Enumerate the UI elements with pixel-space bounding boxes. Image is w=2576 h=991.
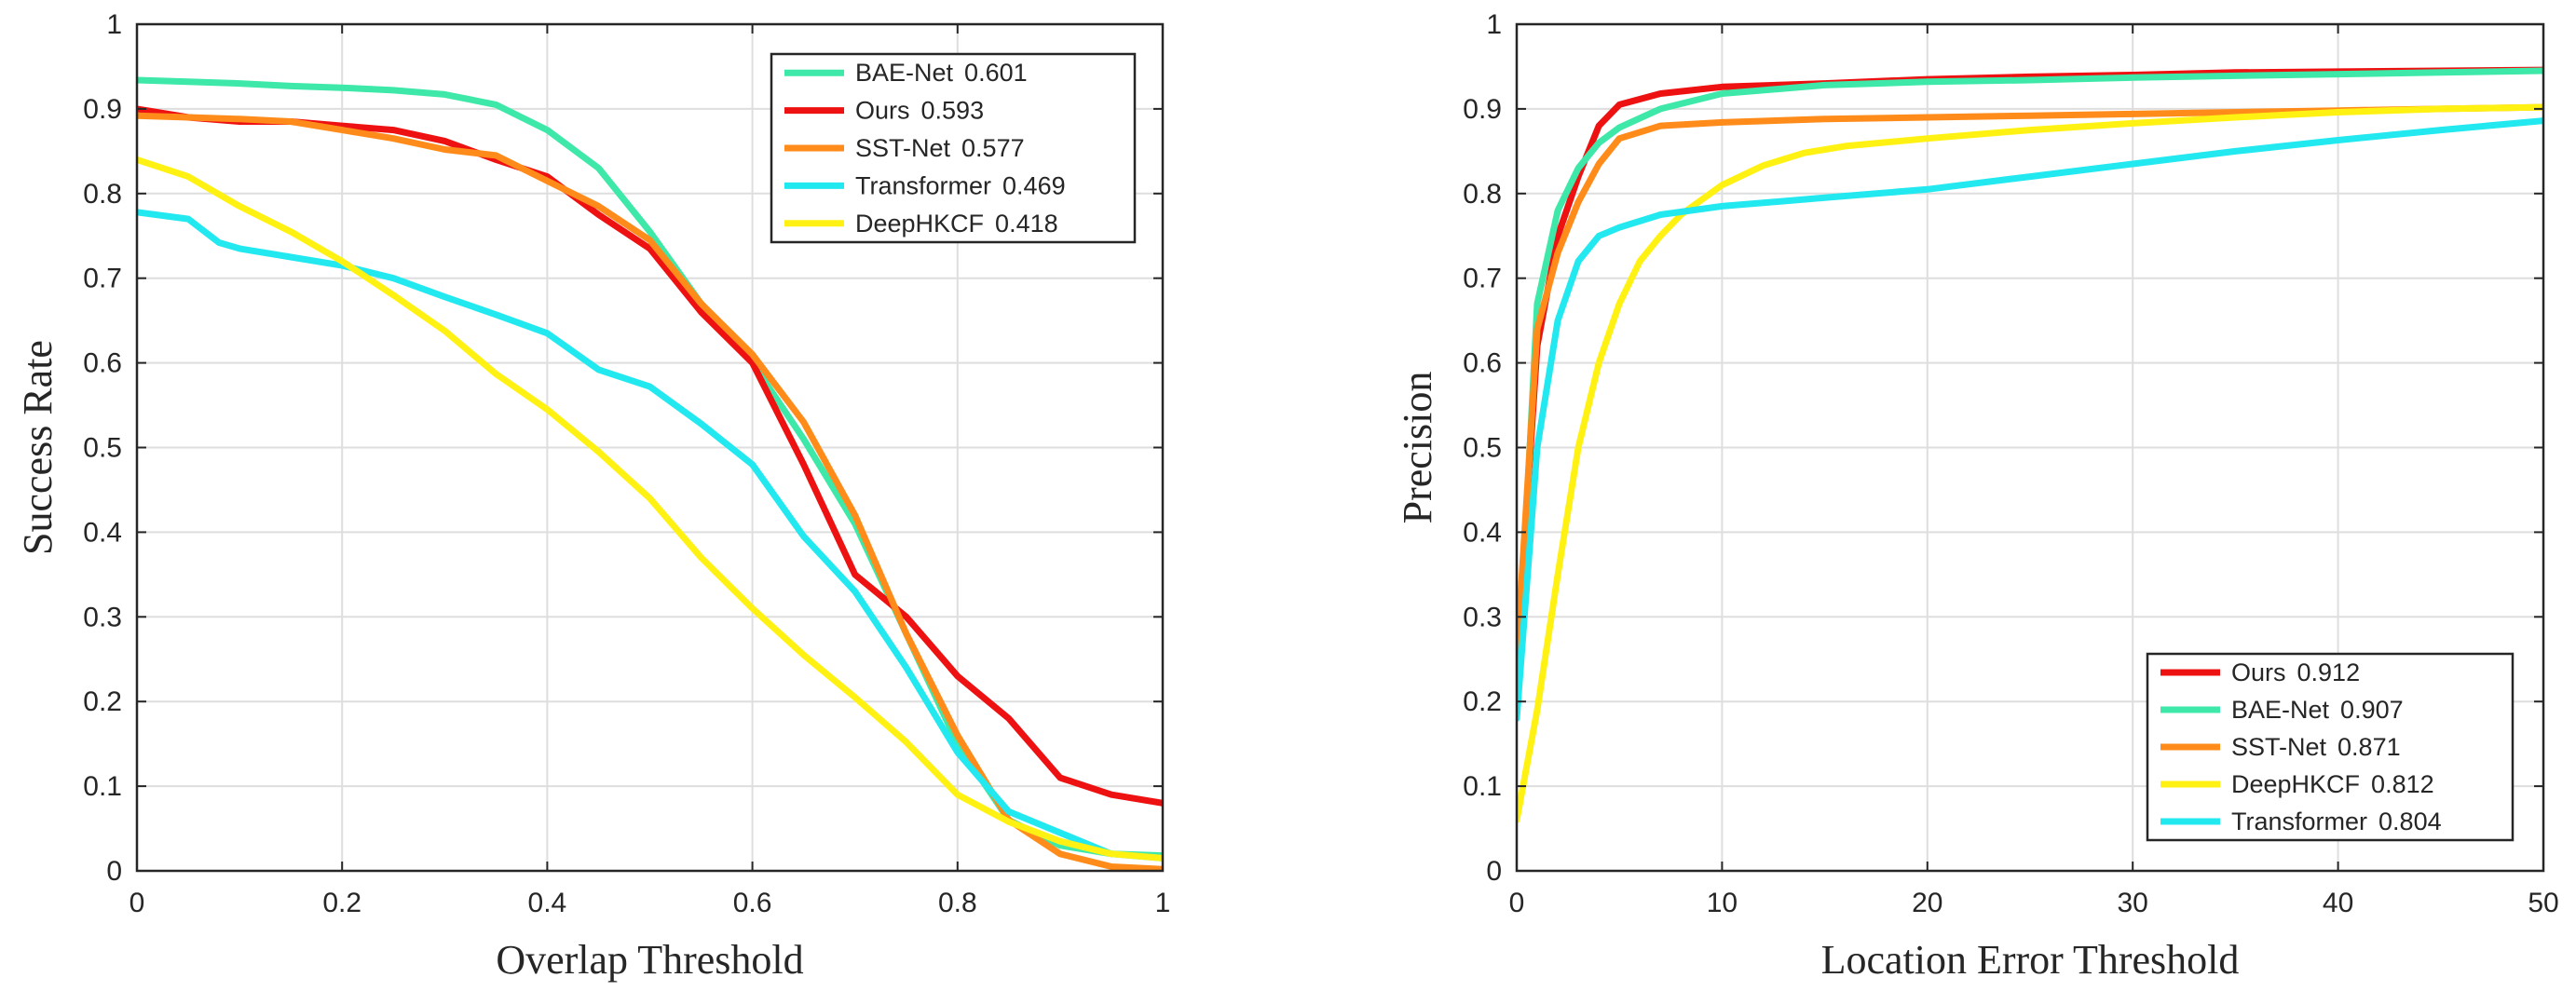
- series-line-sst-net: [1517, 103, 2543, 663]
- legend-score: 0.812: [2371, 770, 2434, 798]
- legend-score: 0.907: [2340, 696, 2404, 724]
- legend: BAE-Net 0.601 Ours 0.593 SST-Net 0.577 Transfo…: [770, 52, 1137, 244]
- x-tick-label: 0.8: [938, 888, 977, 918]
- x-tick-label: 30: [2118, 888, 2148, 918]
- legend-score: 0.469: [1002, 171, 1066, 199]
- legend: Ours 0.912 BAE-Net 0.907 SST-Net 0.871 DeepHKC…: [2146, 652, 2515, 842]
- y-tick-label: 0.2: [1463, 686, 1502, 717]
- y-tick-label: 0.7: [83, 264, 122, 294]
- y-tick-label: 0: [106, 856, 122, 887]
- y-tick-label: 0.8: [1463, 179, 1502, 210]
- x-tick-label: 40: [2323, 888, 2353, 918]
- legend-label: SST-Net: [2231, 733, 2327, 761]
- legend-score: 0.577: [961, 134, 1025, 162]
- legend-label: Ours: [2231, 658, 2286, 686]
- y-axis-label: Precision: [1395, 372, 1440, 524]
- x-axis-label: Location Error Threshold: [1821, 937, 2240, 983]
- y-tick-label: 0.5: [83, 433, 122, 464]
- legend-label: SST-Net: [855, 134, 951, 162]
- y-tick-label: 1: [106, 9, 122, 40]
- legend-score: 0.912: [2297, 658, 2361, 686]
- chart-2: 0 10 20 30 40 5000.10.20.30.40.50.60.70.80.91…: [1395, 9, 2559, 983]
- legend-label: DeepHKCF: [2231, 770, 2360, 798]
- legend-label: DeepHKCF: [855, 210, 984, 238]
- y-tick-label: 0.9: [1463, 94, 1502, 125]
- y-tick-label: 0: [1486, 856, 1502, 887]
- x-tick-label: 50: [2528, 888, 2558, 918]
- y-tick-label: 0.8: [83, 179, 122, 210]
- y-tick-label: 0.7: [1463, 264, 1502, 294]
- x-tick-label: 0.4: [528, 888, 567, 918]
- legend-score: 0.871: [2337, 733, 2401, 761]
- x-tick-label: 0.2: [322, 888, 361, 918]
- series-line-ours: [1517, 66, 2543, 663]
- x-axis-label: Overlap Threshold: [496, 937, 803, 983]
- y-tick-label: 0.9: [83, 94, 122, 125]
- x-tick-label: 0.6: [733, 888, 772, 918]
- legend-score: 0.418: [995, 210, 1058, 238]
- legend-score: 0.804: [2378, 808, 2442, 835]
- legend-label: BAE-Net: [855, 59, 954, 87]
- series-line-transformer: [1517, 117, 2543, 722]
- y-tick-label: 0.2: [83, 686, 122, 717]
- y-tick-label: 0.6: [83, 348, 122, 379]
- x-tick-label: 0: [1509, 888, 1525, 918]
- legend-score: 0.601: [964, 59, 1028, 87]
- legend-label: BAE-Net: [2231, 696, 2330, 724]
- x-tick-label: 1: [1155, 888, 1171, 918]
- x-tick-label: 20: [1912, 888, 1942, 918]
- x-tick-label: 10: [1707, 888, 1738, 918]
- series-line-transformer: [137, 209, 1163, 862]
- legend-label: Ours: [855, 97, 910, 125]
- legend-label: Transformer: [2231, 808, 2367, 835]
- y-axis-label: Success Rate: [15, 340, 61, 555]
- y-tick-label: 0.1: [83, 771, 122, 802]
- y-tick-label: 0.4: [1463, 517, 1502, 548]
- legend-label: Transformer: [855, 171, 991, 199]
- y-tick-label: 0.6: [1463, 348, 1502, 379]
- chart-1: 0 0.2 0.4 0.6 0.8 1 0 0.1 0.2 0.3 0.4 0.5 0.6 0.7 0.8 0…: [15, 9, 1170, 983]
- y-tick-label: 0.1: [1463, 771, 1502, 802]
- y-tick-label: 0.4: [83, 517, 122, 548]
- y-tick-label: 0.3: [1463, 602, 1502, 632]
- legend-score: 0.593: [921, 97, 985, 125]
- series-line-deephkcf: [137, 156, 1163, 862]
- series-line-deephkcf: [1517, 103, 2543, 823]
- series-line-bae-net: [1517, 67, 2543, 705]
- y-tick-label: 0.5: [1463, 433, 1502, 464]
- x-tick-label: 0: [129, 888, 145, 918]
- y-tick-label: 0.3: [83, 602, 122, 632]
- y-tick-label: 1: [1486, 9, 1502, 40]
